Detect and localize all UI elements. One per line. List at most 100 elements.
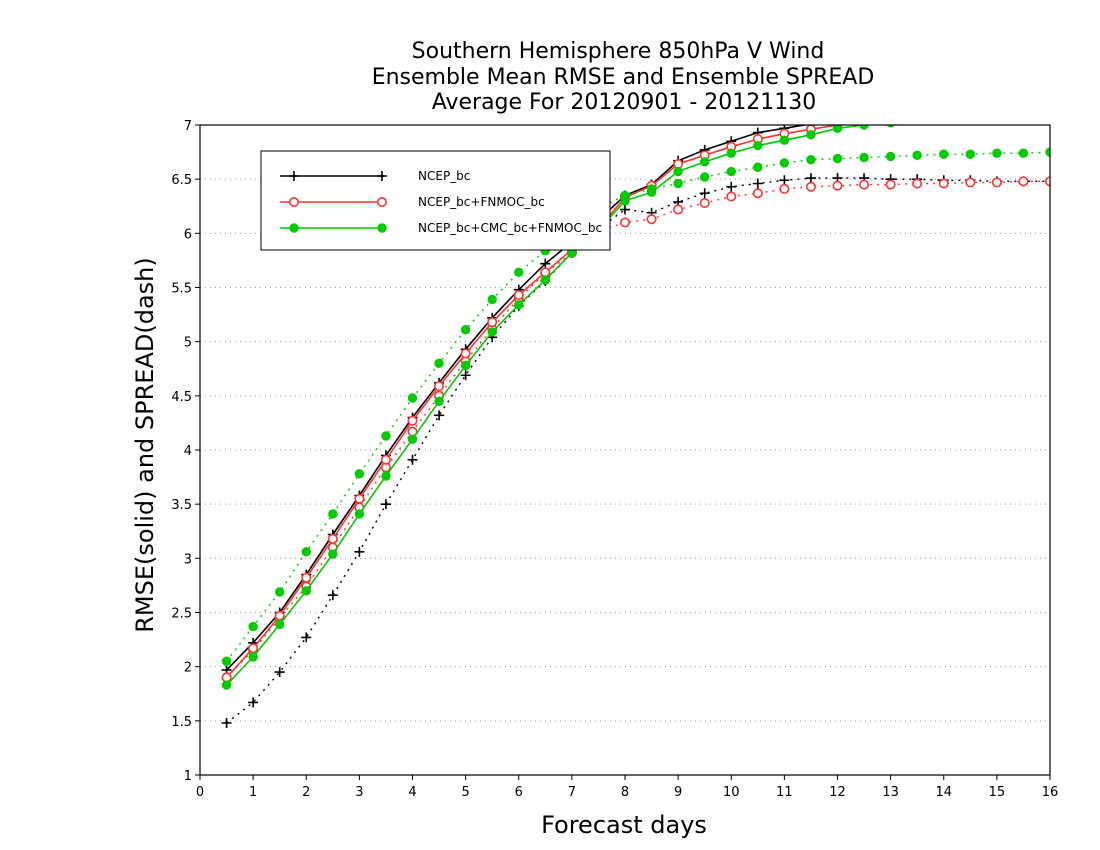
x-tick-label: 3 (355, 785, 363, 800)
ncep-bc-spread-point (301, 632, 312, 643)
x-tick-label: 8 (621, 785, 629, 800)
ncep-bc-cmc-bc-fnmoc-bc-rmse-point (726, 148, 736, 158)
ncep-bc-spread-point (327, 590, 338, 601)
ncep-bc-cmc-bc-fnmoc-bc-spread-point (992, 148, 1002, 158)
ncep-bc-fnmoc-bc-rmse-point (407, 415, 418, 426)
ncep-bc-cmc-bc-fnmoc-bc-spread-point (301, 547, 311, 557)
ncep-bc-rmse-point (992, 107, 1002, 117)
x-tick-label: 13 (882, 785, 899, 800)
chart-title: Southern Hemisphere 850hPa V Wind Ensemb… (372, 39, 875, 115)
ncep-bc-rmse-point (859, 114, 869, 124)
legend-marker (288, 197, 299, 208)
ncep-bc-fnmoc-bc-spread-point (912, 178, 923, 189)
ncep-bc-fnmoc-bc-rmse-point (993, 111, 1001, 119)
y-tick-label: 3 (184, 552, 192, 567)
ncep-bc-cmc-bc-fnmoc-bc-spread-point (699, 172, 710, 182)
ncep-bc-fnmoc-bc-rmse-point (434, 381, 445, 392)
ncep-bc-fnmoc-bc-rmse-point (460, 348, 471, 359)
ncep-bc-cmc-bc-fnmoc-bc-rmse-point (1019, 112, 1027, 120)
y-tick-label: 3.5 (171, 498, 192, 513)
ncep-bc-cmc-bc-fnmoc-bc-spread-point (1018, 148, 1029, 158)
ncep-bc-cmc-bc-fnmoc-bc-spread-point (460, 325, 471, 335)
ncep-bc-cmc-bc-fnmoc-bc-spread-point (939, 149, 949, 159)
ncep-bc-cmc-bc-fnmoc-bc-rmse-point (407, 434, 418, 444)
ncep-bc-cmc-bc-fnmoc-bc-rmse-point (221, 680, 232, 690)
legend-marker (289, 171, 299, 181)
legend-marker (377, 223, 387, 233)
chart-title-line-3: Average For 20120901 - 20121130 (432, 90, 817, 115)
ncep-bc-cmc-bc-fnmoc-bc-spread-point (726, 166, 736, 177)
ncep-bc-fnmoc-bc-spread-point (832, 180, 843, 191)
ncep-bc-spread-point (274, 667, 285, 678)
ncep-bc-cmc-bc-fnmoc-bc-spread-point (859, 152, 869, 163)
ncep-bc-cmc-bc-fnmoc-bc-rmse-point (940, 115, 948, 123)
ncep-bc-fnmoc-bc-spread-point (726, 191, 737, 202)
ncep-bc-fnmoc-bc-spread-point (965, 177, 976, 188)
x-tick-label: 12 (829, 785, 846, 800)
ncep-bc-cmc-bc-fnmoc-bc-rmse-point (1046, 111, 1054, 119)
ncep-bc-rmse-point (965, 108, 975, 118)
ncep-bc-cmc-bc-fnmoc-bc-rmse-point (274, 619, 285, 630)
ncep-bc-rmse-point (1045, 105, 1055, 115)
ncep-bc-cmc-bc-fnmoc-bc-rmse-point (301, 586, 311, 596)
ncep-bc-cmc-bc-fnmoc-bc-rmse-point (354, 509, 365, 519)
ncep-bc-fnmoc-bc-rmse-point (886, 115, 894, 123)
axis-ticks: 11.522.533.544.555.566.570 1 2 3 4 5 6 7 8 9 10 11 1… (171, 119, 1058, 800)
y-tick-label: 1 (184, 769, 192, 784)
ncep-bc-rmse-point (836, 125, 839, 126)
ncep-bc-cmc-bc-fnmoc-bc-rmse-point (514, 300, 524, 310)
ncep-bc-fnmoc-bc-rmse-point (301, 572, 312, 583)
chart-title-line-1: Southern Hemisphere 850hPa V Wind (412, 39, 825, 64)
ncep-bc-fnmoc-bc-rmse-point (274, 610, 285, 621)
ncep-bc-cmc-bc-fnmoc-bc-spread-point (912, 150, 922, 161)
ncep-bc-fnmoc-bc-spread-point (673, 204, 684, 215)
ncep-bc-spread-point (460, 370, 471, 381)
ncep-bc-fnmoc-bc-rmse-point (940, 113, 948, 121)
x-tick-label: 6 (515, 785, 523, 800)
ncep-bc-fnmoc-bc-rmse-point (1019, 110, 1027, 118)
x-tick-label: 11 (776, 785, 793, 800)
ncep-bc-cmc-bc-fnmoc-bc-spread-point (487, 294, 497, 305)
ncep-bc-fnmoc-bc-rmse-point (966, 112, 974, 120)
ncep-bc-cmc-bc-fnmoc-bc-spread-point (965, 149, 976, 159)
legend-entry-label: NCEP_bc+CMC_bc+FNMOC_bc (418, 221, 602, 235)
y-tick-label: 6 (184, 227, 192, 242)
ncep-bc-rmse-line (226, 125, 810, 671)
ncep-bc-spread-point (726, 181, 737, 192)
ncep-bc-cmc-bc-fnmoc-bc-rmse-point (646, 187, 657, 197)
ncep-bc-fnmoc-bc-spread-point (779, 183, 790, 194)
ncep-bc-fnmoc-bc-spread-point (619, 217, 630, 228)
ncep-bc-cmc-bc-fnmoc-bc-rmse-point (993, 113, 1001, 121)
y-axis-label: RMSE(solid) and SPREAD(dash) (131, 257, 159, 633)
legend-entry-label: NCEP_bc (418, 169, 470, 183)
y-tick-label: 5 (184, 336, 192, 351)
ncep-bc-spread-point (620, 204, 630, 215)
legend-entry-label: NCEP_bc+FNMOC_bc (418, 195, 545, 209)
grid-lines (200, 178, 1050, 722)
x-tick-label: 10 (723, 785, 740, 800)
ncep-bc-cmc-bc-fnmoc-bc-rmse-point (328, 549, 338, 559)
ncep-bc-cmc-bc-fnmoc-bc-spread-point (274, 587, 285, 597)
ncep-bc-fnmoc-bc-spread-line (226, 180, 1050, 678)
ncep-bc-fnmoc-bc-spread-point (1045, 176, 1050, 187)
ncep-bc-cmc-bc-fnmoc-bc-rmse-point (915, 125, 920, 126)
ncep-bc-spread-point (699, 188, 710, 199)
y-tick-label: 5.5 (171, 282, 192, 297)
ncep-bc-cmc-bc-fnmoc-bc-spread-point (434, 358, 444, 369)
ncep-bc-fnmoc-bc-spread-point (646, 214, 657, 225)
ncep-bc-fnmoc-bc-spread-point (699, 198, 710, 209)
x-tick-label: 16 (1042, 785, 1059, 800)
ncep-bc-cmc-bc-fnmoc-bc-rmse-point (460, 360, 471, 371)
x-tick-label: 5 (461, 785, 469, 800)
ncep-bc-fnmoc-bc-rmse-line (226, 125, 844, 679)
ncep-bc-fnmoc-bc-spread-point (805, 181, 816, 192)
y-tick-label: 2 (184, 661, 192, 676)
ncep-bc-fnmoc-bc-rmse-point (1046, 109, 1054, 117)
ncep-bc-fnmoc-bc-rmse-point (380, 454, 391, 465)
legend-marker (376, 197, 387, 208)
ncep-bc-spread-point (434, 410, 445, 421)
ncep-bc-cmc-bc-fnmoc-bc-spread-point (354, 469, 365, 479)
ncep-bc-fnmoc-bc-rmse-point (913, 114, 921, 122)
y-tick-label: 7 (184, 119, 192, 134)
